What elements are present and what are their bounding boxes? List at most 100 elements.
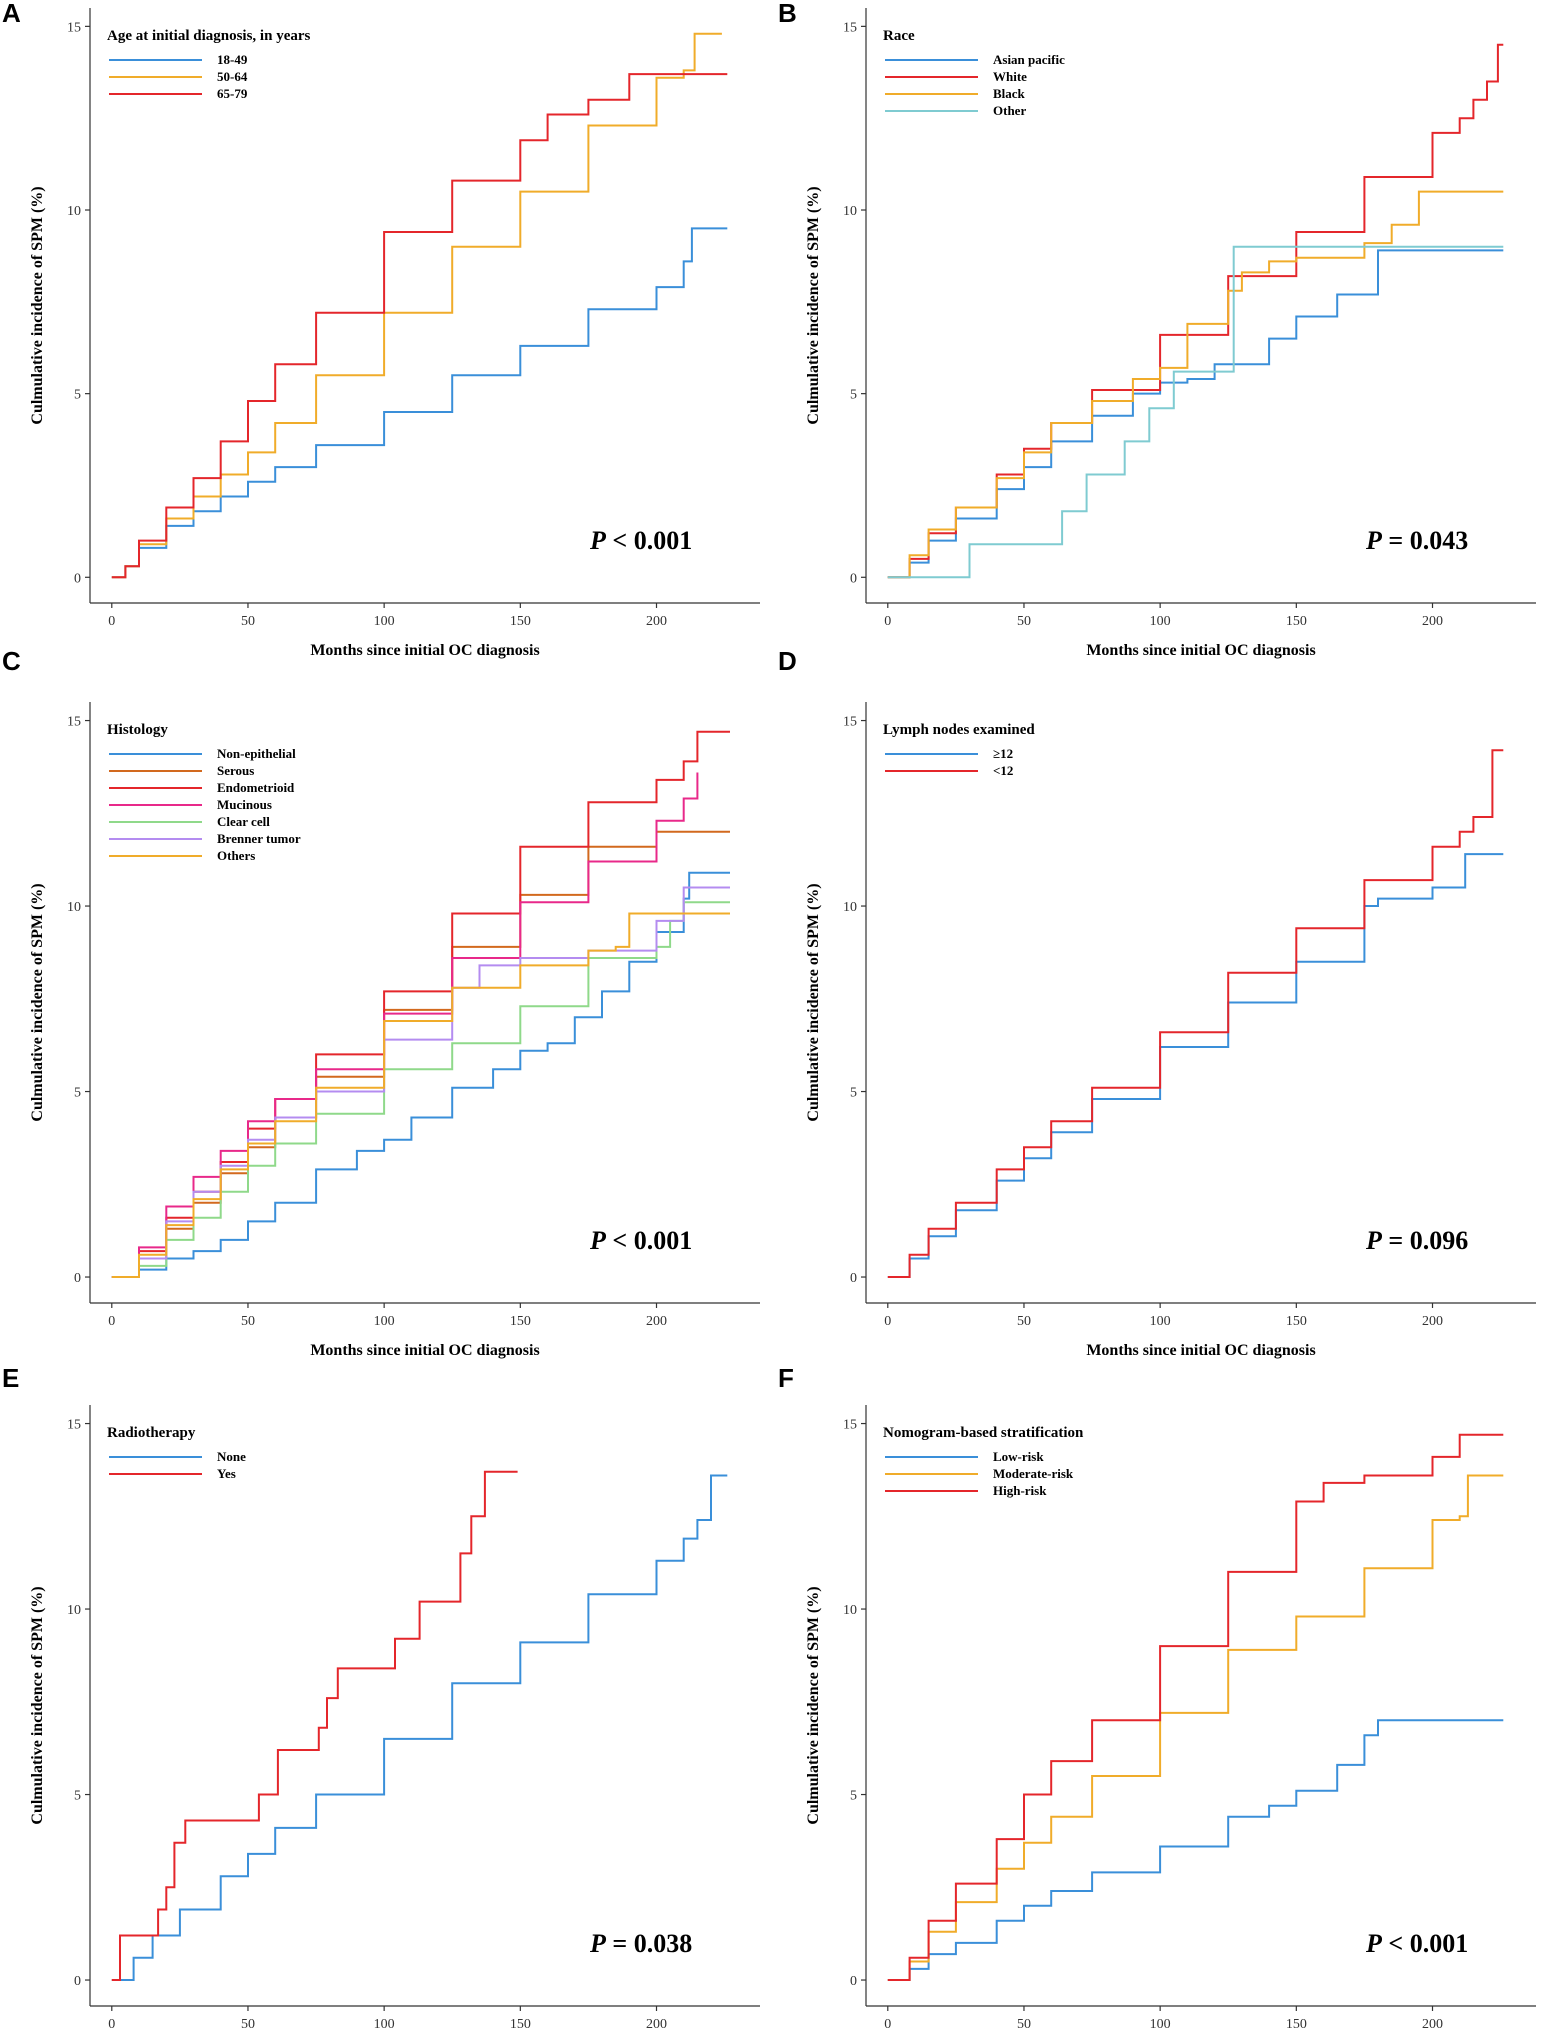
x-tick-label: 200: [646, 614, 667, 629]
x-axis-title: Months since initial OC diagnosis: [1086, 642, 1315, 659]
x-tick-label: 50: [241, 1314, 255, 1329]
y-axis-title: Culmulative incidence of SPM (%): [29, 883, 46, 1121]
x-tick-label: 200: [646, 2017, 667, 2032]
x-tick-label: 150: [1286, 1314, 1307, 1329]
x-tick-label: 200: [646, 1314, 667, 1329]
legend-label: <12: [993, 763, 1013, 778]
x-tick-label: 50: [1017, 1314, 1031, 1329]
x-tick-label: 100: [1150, 614, 1171, 629]
p-value-number: = 0.096: [1382, 1226, 1468, 1255]
x-tick-label: 0: [884, 1314, 891, 1329]
panel-letter: B: [778, 0, 797, 28]
y-tick-label: 10: [67, 900, 81, 915]
y-tick-label: 0: [850, 1271, 857, 1286]
series-line: [887, 249, 1504, 579]
x-tick-label: 100: [374, 2017, 395, 2032]
p-value-number: < 0.001: [1382, 1929, 1468, 1958]
p-value: P < 0.001: [1365, 1929, 1468, 1958]
x-tick-label: 0: [108, 2017, 115, 2032]
p-value-number: = 0.043: [1382, 526, 1468, 555]
legend-label: 65-79: [217, 86, 248, 101]
legend-label: Other: [993, 103, 1026, 118]
y-axis-title: Culmulative incidence of SPM (%): [29, 1586, 46, 1824]
legend: Radiotherapy None Yes: [107, 1425, 246, 1481]
legend-label: Endometrioid: [217, 780, 295, 795]
y-tick-label: 15: [843, 20, 857, 35]
x-tick-label: 150: [1286, 2017, 1307, 2032]
panel-letter: A: [2, 0, 21, 28]
p-value: P = 0.096: [1365, 1226, 1468, 1255]
x-tick-label: 150: [510, 2017, 531, 2032]
y-tick-label: 0: [850, 1974, 857, 1989]
x-tick-label: 200: [1422, 1314, 1443, 1329]
series-line: [887, 1474, 1504, 1981]
x-tick-label: 0: [108, 1314, 115, 1329]
x-tick-label: 100: [374, 1314, 395, 1329]
panel-letter: F: [778, 1363, 794, 1393]
y-tick-label: 15: [67, 715, 81, 730]
x-tick-label: 150: [510, 614, 531, 629]
legend-title: Histology: [107, 722, 168, 738]
y-axis-title: Culmulative incidence of SPM (%): [29, 186, 46, 424]
legend: Histology Non-epithelial Serous Endometrioi…: [107, 722, 301, 863]
legend-label: Low-risk: [993, 1449, 1044, 1464]
y-tick-label: 0: [74, 571, 81, 586]
p-value-number: < 0.001: [606, 526, 692, 555]
series-line: [111, 901, 730, 1278]
panel-letter: E: [2, 1363, 19, 1393]
y-tick-label: 10: [67, 204, 81, 219]
x-tick-label: 100: [1150, 2017, 1171, 2032]
y-tick-label: 5: [850, 1789, 857, 1804]
x-tick-label: 0: [884, 2017, 891, 2032]
x-tick-label: 0: [108, 614, 115, 629]
p-value-symbol: P: [589, 526, 607, 555]
x-axis-title: Months since initial OC diagnosis: [1086, 1342, 1315, 1359]
y-tick-label: 0: [850, 571, 857, 586]
y-tick-label: 15: [843, 1418, 857, 1433]
x-tick-label: 200: [1422, 614, 1443, 629]
series-line: [887, 1433, 1504, 1981]
panel-d: D 0 50 100 150 200 0 5 10 15 Months since initial …: [778, 646, 1536, 1359]
legend-title: Lymph nodes examined: [883, 722, 1035, 738]
x-tick-label: 200: [1422, 2017, 1443, 2032]
y-tick-label: 10: [843, 1603, 857, 1618]
y-tick-label: 0: [74, 1271, 81, 1286]
series-line: [111, 871, 730, 1278]
panel-letter: C: [2, 646, 21, 676]
y-tick-label: 10: [843, 900, 857, 915]
p-value: P < 0.001: [589, 526, 692, 555]
legend-label: White: [993, 69, 1027, 84]
series-line: [887, 190, 1504, 579]
legend-label: Clear cell: [217, 814, 270, 829]
p-value-symbol: P: [1365, 526, 1383, 555]
legend: Lymph nodes examined ≥12 <12: [883, 722, 1035, 778]
y-axis-title: Culmulative incidence of SPM (%): [805, 883, 822, 1121]
legend-label: Black: [993, 86, 1026, 101]
series-line: [111, 227, 728, 579]
p-value-symbol: P: [589, 1929, 607, 1958]
y-tick-label: 5: [74, 1789, 81, 1804]
x-tick-label: 100: [374, 614, 395, 629]
legend-label: Others: [217, 848, 255, 863]
y-tick-label: 10: [843, 204, 857, 219]
legend-label: Non-epithelial: [217, 746, 296, 761]
panel-f: F050100150200051015Months since initial …: [778, 1363, 1536, 2032]
x-tick-label: 0: [884, 614, 891, 629]
p-value: P < 0.001: [589, 1226, 692, 1255]
y-tick-label: 15: [67, 1418, 81, 1433]
legend-label: Moderate-risk: [993, 1466, 1074, 1481]
legend-label: Mucinous: [217, 797, 272, 812]
series-line: [111, 730, 730, 1278]
legend-label: Yes: [217, 1466, 236, 1481]
panel-b: B 0 50 100 150 200 0 5 10 15 Months since initial …: [778, 0, 1536, 659]
x-tick-label: 150: [1286, 614, 1307, 629]
p-value-number: < 0.001: [606, 1226, 692, 1255]
y-tick-label: 5: [74, 388, 81, 403]
x-tick-label: 100: [1150, 1314, 1171, 1329]
legend: Nomogram-based stratification Low-risk Mod…: [883, 1425, 1084, 1498]
legend-label: Serous: [217, 763, 254, 778]
p-value-symbol: P: [1365, 1226, 1383, 1255]
series-line: [111, 772, 699, 1278]
panel-c: C 0 50 100 150 200 0 5 10 15 Months since initial …: [2, 646, 760, 1359]
